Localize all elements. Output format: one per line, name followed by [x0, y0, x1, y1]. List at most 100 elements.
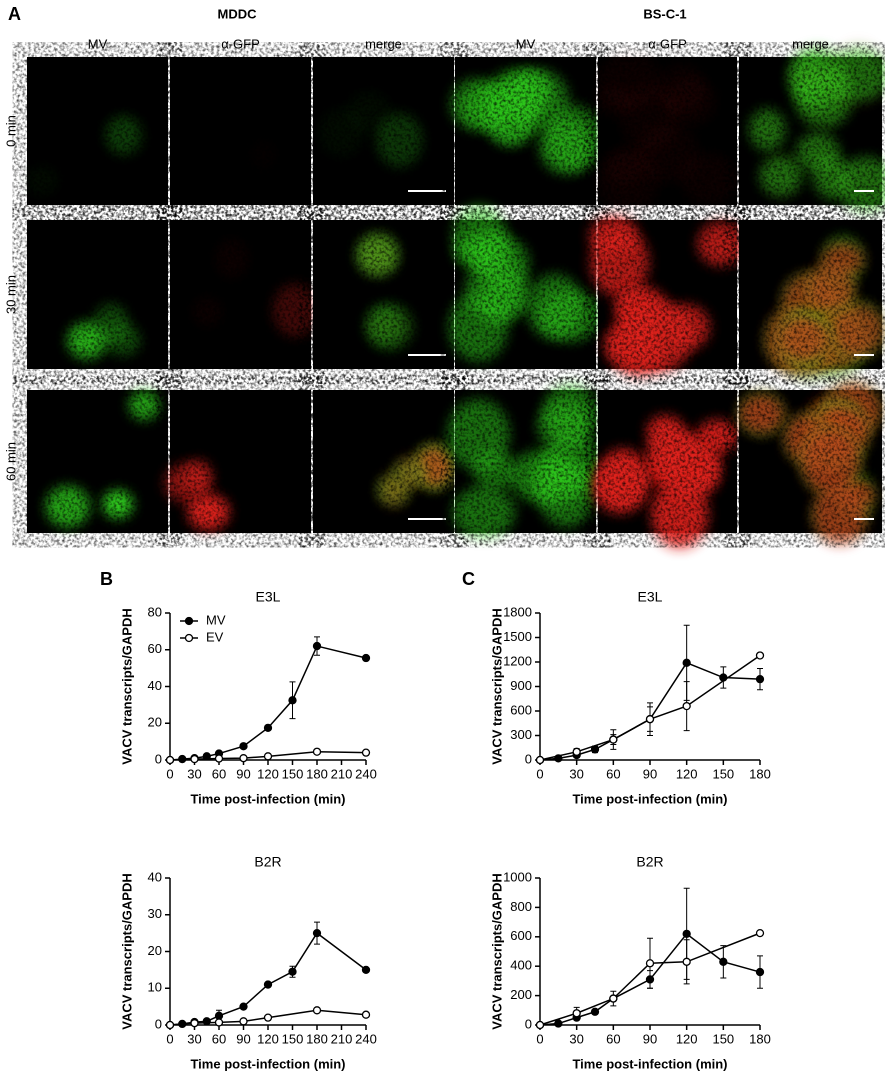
chart: B2R VACV transcripts/GAPDH Time post-infec…	[489, 854, 770, 1072]
data-point	[312, 928, 322, 938]
micrograph	[739, 47, 885, 213]
speckle	[170, 57, 311, 205]
speckle	[170, 390, 311, 533]
y-tick-label: 200	[510, 987, 532, 1002]
y-tick-label: 80	[148, 604, 162, 619]
column-label: merge	[365, 36, 402, 51]
x-tick-label: 240	[355, 1031, 377, 1046]
chart-title: B2R	[254, 854, 281, 870]
data-point	[755, 651, 765, 660]
x-tick-label: 90	[643, 766, 657, 781]
x-tick-label: 120	[257, 766, 279, 781]
y-axis-label: VACV transcripts/GAPDH	[489, 873, 504, 1030]
speckle	[598, 220, 737, 369]
micrograph	[27, 390, 168, 533]
speckle	[598, 390, 737, 533]
chart: C E3L VACV transcripts/GAPDH Time post-infe…	[462, 569, 771, 807]
data-point	[645, 959, 655, 968]
micrograph	[450, 57, 603, 205]
x-tick-label: 180	[749, 1031, 771, 1046]
chart-title: B2R	[636, 854, 663, 870]
chart-title: E3L	[256, 589, 281, 605]
series-line	[539, 654, 761, 761]
data-point	[590, 1007, 600, 1016]
data-point	[190, 754, 199, 764]
y-tick-label: 800	[510, 899, 532, 914]
legend-marker	[184, 633, 194, 643]
speckle	[739, 390, 882, 533]
data-point	[263, 752, 273, 761]
panel-label: C	[462, 569, 475, 589]
data-point	[535, 755, 545, 765]
speckle	[455, 220, 596, 369]
y-tick-label: 30	[148, 906, 162, 921]
row-label: 30 min	[3, 275, 18, 314]
x-tick-label: 30	[569, 1031, 583, 1046]
x-tick-label: 150	[712, 766, 734, 781]
data-point	[682, 957, 691, 966]
micrograph	[164, 390, 311, 533]
data-point	[214, 754, 224, 763]
panel-label: B	[100, 569, 113, 589]
x-tick-label: 240	[355, 766, 377, 781]
x-tick-label: 120	[676, 766, 698, 781]
speckle	[455, 57, 596, 205]
column-label: MV	[88, 36, 108, 51]
x-axis-label: Time post-infection (min)	[572, 1056, 727, 1071]
y-axis-label: VACV transcripts/GAPDH	[119, 608, 134, 765]
y-tick-label: 0	[525, 1016, 532, 1031]
x-tick-label: 30	[187, 1031, 201, 1046]
micrograph	[25, 57, 168, 205]
x-tick-label: 0	[166, 766, 173, 781]
y-tick-label: 60	[148, 641, 162, 656]
data-point	[263, 723, 273, 732]
x-tick-label: 210	[331, 1031, 353, 1046]
y-tick-label: 40	[148, 869, 162, 884]
x-tick-label: 30	[569, 766, 583, 781]
chart-title: E3L	[638, 589, 663, 605]
x-tick-label: 90	[236, 766, 250, 781]
panel-label: A	[8, 4, 21, 24]
micrograph	[27, 220, 168, 369]
speckle	[27, 220, 168, 369]
speckle	[739, 220, 882, 369]
data-point	[361, 653, 371, 663]
chart: B2R VACV transcripts/GAPDH Time post-infec…	[119, 854, 376, 1072]
data-point	[239, 1017, 248, 1026]
x-tick-label: 150	[282, 1031, 304, 1046]
data-point	[263, 980, 273, 989]
column-label: α-GFP	[221, 36, 260, 51]
micrograph	[447, 384, 602, 538]
x-axis-label: Time post-infection (min)	[572, 791, 727, 806]
data-point	[755, 928, 765, 938]
data-point	[165, 755, 175, 765]
micrograph	[595, 52, 739, 216]
y-tick-label: 1000	[503, 869, 532, 884]
data-point	[312, 1006, 322, 1015]
micrograph	[313, 390, 454, 533]
data-point	[288, 967, 297, 976]
speckle	[313, 220, 454, 369]
chart: B E3L VACV transcripts/GAPDH Time post-infe…	[100, 569, 377, 807]
x-tick-label: 0	[536, 766, 543, 781]
speckle	[27, 390, 168, 533]
row-label: 0 min	[3, 115, 18, 147]
x-tick-label: 60	[212, 1031, 226, 1046]
x-tick-label: 180	[306, 1031, 328, 1046]
x-tick-label: 60	[606, 766, 620, 781]
micrograph	[738, 382, 882, 545]
data-point	[239, 754, 248, 763]
data-point	[755, 675, 765, 684]
x-tick-label: 0	[536, 1031, 543, 1046]
x-tick-label: 90	[236, 1031, 250, 1046]
data-point	[214, 1011, 224, 1020]
micrograph	[170, 220, 319, 369]
data-point	[719, 957, 728, 966]
data-point	[312, 641, 322, 651]
x-tick-label: 210	[331, 766, 353, 781]
micrograph	[313, 220, 454, 369]
y-tick-label: 600	[510, 702, 532, 717]
data-point	[572, 1009, 581, 1018]
micrograph	[593, 390, 739, 549]
